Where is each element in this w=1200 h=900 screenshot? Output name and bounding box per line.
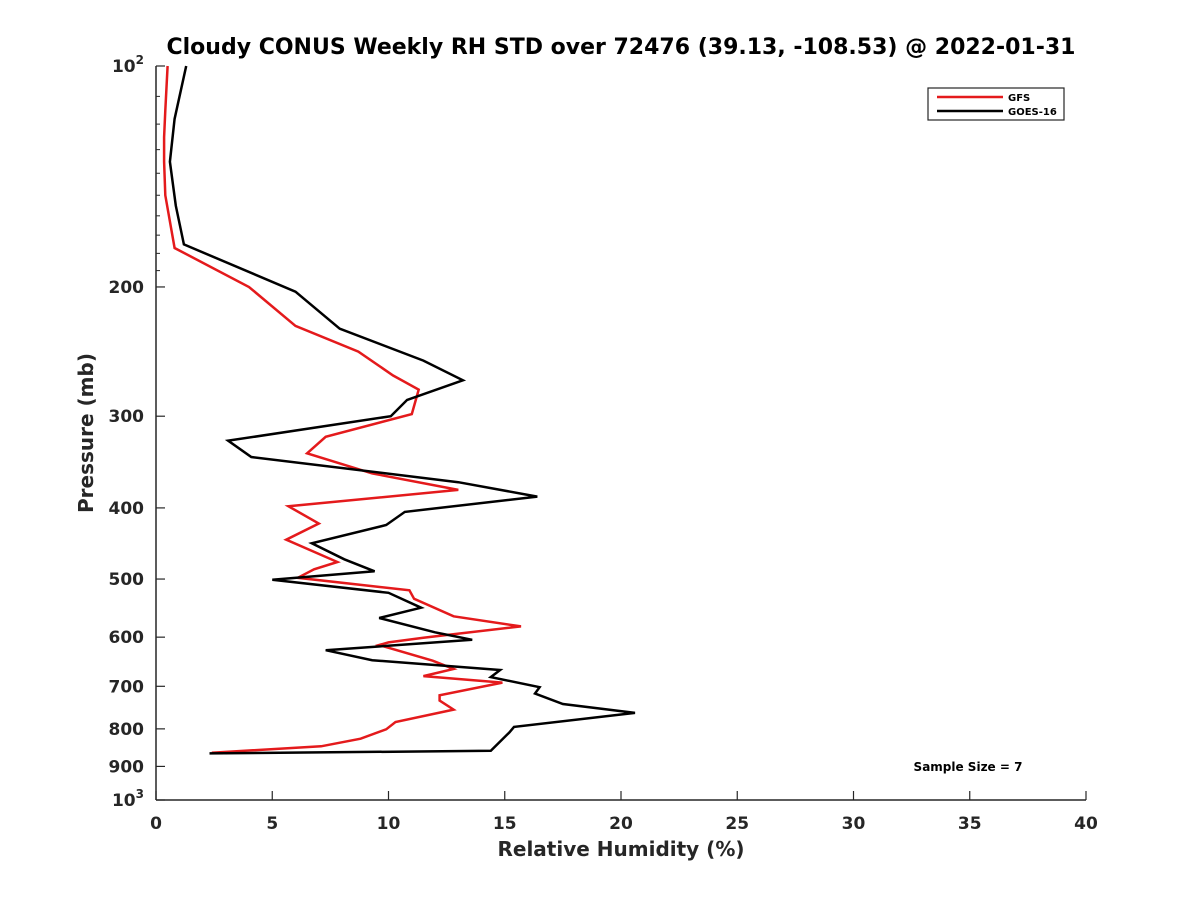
legend-label-goes16: GOES-16	[1008, 107, 1057, 118]
x-tick-label: 5	[266, 814, 278, 834]
plot-area: 0 5 10 15 20 25 30 35 40 200 300 400 500 600 700 800 90…	[109, 53, 1098, 834]
y-tick-label: 900	[109, 757, 145, 777]
sample-size-annotation: Sample Size = 7	[914, 760, 1023, 774]
y-tick-label: 300	[109, 407, 145, 427]
x-tick-label: 0	[150, 814, 162, 834]
x-axis-label: Relative Humidity (%)	[497, 837, 744, 861]
y-tick-label: 800	[109, 720, 145, 740]
x-tick-label: 40	[1074, 814, 1098, 834]
series-line-goes16	[168, 65, 636, 755]
chart-title: Cloudy CONUS Weekly RH STD over 72476 (3…	[167, 35, 1076, 60]
y-tick-label: 400	[109, 499, 145, 519]
series-line-gfs	[162, 65, 522, 754]
y-tick-label: 103	[112, 787, 144, 811]
y-tick-label: 200	[109, 278, 145, 298]
y-ticks: 200 300 400 500 600 700 800 900 102 103	[109, 53, 165, 811]
x-tick-label: 25	[725, 814, 749, 834]
x-tick-label: 30	[842, 814, 866, 834]
x-tick-label: 35	[958, 814, 982, 834]
x-ticks: 0 5 10 15 20 25 30 35 40	[150, 791, 1098, 834]
legend: GFS GOES-16	[927, 87, 1065, 121]
legend-label-gfs: GFS	[1008, 93, 1030, 104]
y-axis-label: Pressure (mb)	[74, 353, 98, 513]
x-tick-label: 15	[493, 814, 517, 834]
y-tick-label: 500	[109, 570, 145, 590]
legend-box	[927, 87, 1065, 121]
y-tick-label: 102	[112, 53, 144, 77]
y-tick-label: 700	[109, 677, 145, 697]
y-tick-label: 600	[109, 628, 145, 648]
x-tick-label: 20	[609, 814, 633, 834]
series-layer	[162, 65, 636, 755]
x-tick-label: 10	[377, 814, 401, 834]
